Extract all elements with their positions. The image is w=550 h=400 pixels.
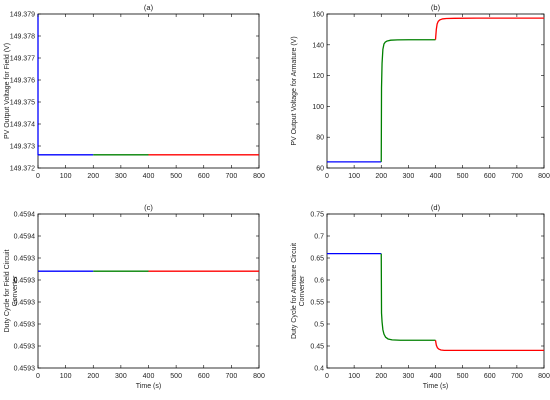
x-tick-label-b: 100 — [348, 173, 360, 180]
panel-b: 0 100 200 300 400 500 600 700 800 60 80 100 120 140 16… — [291, 3, 550, 180]
x-tick-label-c: 600 — [198, 373, 210, 380]
x-tick-label-b: 800 — [538, 173, 550, 180]
x-tick-label-a: 800 — [253, 173, 265, 180]
x-tick-label-d: 0 — [325, 373, 329, 380]
x-tick-label-a: 300 — [115, 173, 127, 180]
y-tick-label-a: 149.377 — [10, 56, 35, 63]
series-line-d-3 — [434, 340, 544, 352]
x-tick-label-c: 0 — [36, 373, 40, 380]
x-tick-label-c: 800 — [253, 373, 265, 380]
y-tick-label-a: 149.372 — [10, 166, 35, 173]
panel-a: 0 100 200 300 400 500 600 700 800 149.372 149.373 1… — [4, 3, 265, 180]
x-tick-label-d: 300 — [403, 373, 415, 380]
x-tick-label-c: 500 — [170, 373, 182, 380]
y-axis-label-d: Duty Cycle for Armature CircuitConverter — [291, 243, 306, 339]
y-tick-label-b: 120 — [312, 73, 324, 80]
x-tick-label-a: 700 — [226, 173, 238, 180]
x-tick-label-d: 500 — [457, 373, 469, 380]
x-tick-label-a: 0 — [36, 173, 40, 180]
series-line-b-3 — [434, 17, 544, 40]
y-tick-label-d: 0.4 — [314, 366, 324, 373]
series-line-a-1 — [37, 14, 94, 156]
y-tick-label-d: 0.45 — [310, 344, 324, 351]
y-tick-label-d: 0.65 — [310, 256, 324, 263]
panel-title-d: (d) — [431, 203, 441, 212]
plot-area-a — [37, 13, 260, 169]
y-tick-label-a: 149.378 — [10, 34, 35, 41]
x-tick-label-a: 500 — [170, 173, 182, 180]
x-tick-label-b: 0 — [325, 173, 329, 180]
y-tick-label-c: 0.4594 — [14, 212, 36, 219]
panel-title-b: (b) — [431, 3, 441, 12]
y-tick-label-b: 60 — [316, 166, 324, 173]
y-tick-label-b: 140 — [312, 42, 324, 49]
x-tick-label-c: 200 — [87, 373, 99, 380]
x-tick-label-d: 700 — [511, 373, 523, 380]
x-tick-label-d: 100 — [348, 373, 360, 380]
plot-area-c — [37, 213, 260, 369]
y-axis-label-b: PV Output Voltage for Armature (V) — [291, 36, 298, 145]
series-line-b-2 — [380, 39, 436, 162]
y-tick-label-b: 100 — [312, 104, 324, 111]
y-tick-label-d: 0.5 — [314, 322, 324, 329]
x-tick-label-a: 600 — [198, 173, 210, 180]
y-tick-label-c: 0.4593 — [14, 344, 36, 351]
panel-title-c: (c) — [144, 203, 153, 212]
x-tick-label-c: 400 — [143, 373, 155, 380]
panel-d: 0 100 200 300 400 500 600 700 800 0.4 0.45 0.5 0.55 0… — [291, 203, 550, 390]
y-tick-label-d: 0.75 — [310, 212, 324, 219]
series-line-d-2 — [380, 253, 436, 341]
y-tick-label-b: 160 — [312, 12, 324, 19]
plot-area-d — [326, 213, 545, 369]
x-tick-label-b: 400 — [430, 173, 442, 180]
x-axis-label-c: Time (s) — [136, 383, 161, 390]
x-tick-label-a: 400 — [143, 173, 155, 180]
x-tick-label-d: 600 — [484, 373, 496, 380]
panel-title-a: (a) — [144, 3, 154, 12]
panel-c: 0 100 200 300 400 500 600 700 800 0.4593 0.4593 0.4… — [4, 203, 265, 390]
y-tick-label-c: 0.4593 — [14, 322, 36, 329]
y-tick-label-a: 149.375 — [10, 100, 35, 107]
y-tick-label-a: 149.373 — [10, 144, 35, 151]
x-tick-label-b: 300 — [403, 173, 415, 180]
x-tick-label-b: 500 — [457, 173, 469, 180]
y-tick-label-c: 0.4593 — [14, 366, 36, 373]
y-tick-label-d: 0.55 — [310, 300, 324, 307]
y-tick-label-d: 0.7 — [314, 234, 324, 241]
y-tick-label-d: 0.6 — [314, 278, 324, 285]
x-tick-label-c: 700 — [226, 373, 238, 380]
x-tick-label-d: 800 — [538, 373, 550, 380]
x-tick-label-b: 600 — [484, 173, 496, 180]
x-tick-label-b: 700 — [511, 173, 523, 180]
x-tick-label-a: 100 — [60, 173, 72, 180]
x-tick-label-d: 200 — [375, 373, 387, 380]
x-tick-label-a: 200 — [87, 173, 99, 180]
y-tick-label-c: 0.4594 — [14, 234, 36, 241]
x-tick-label-d: 400 — [430, 373, 442, 380]
y-tick-label-a: 149.374 — [10, 122, 35, 129]
x-axis-label-d: Time (s) — [423, 383, 448, 390]
y-tick-label-a: 149.379 — [10, 12, 35, 19]
y-axis-label-a: PV Output Voltage for Field (V) — [4, 43, 11, 139]
y-tick-label-a: 149.376 — [10, 78, 35, 85]
x-tick-label-c: 300 — [115, 373, 127, 380]
x-tick-label-c: 100 — [60, 373, 72, 380]
y-tick-label-c: 0.4593 — [14, 256, 36, 263]
x-tick-label-b: 200 — [375, 173, 387, 180]
y-axis-label-c: Duty Cycle for Field CircuitConverter — [4, 250, 19, 333]
y-tick-label-b: 80 — [316, 135, 324, 142]
y-tick-label-c: 0.4593 — [14, 278, 36, 285]
y-tick-label-c: 0.4593 — [14, 300, 36, 307]
